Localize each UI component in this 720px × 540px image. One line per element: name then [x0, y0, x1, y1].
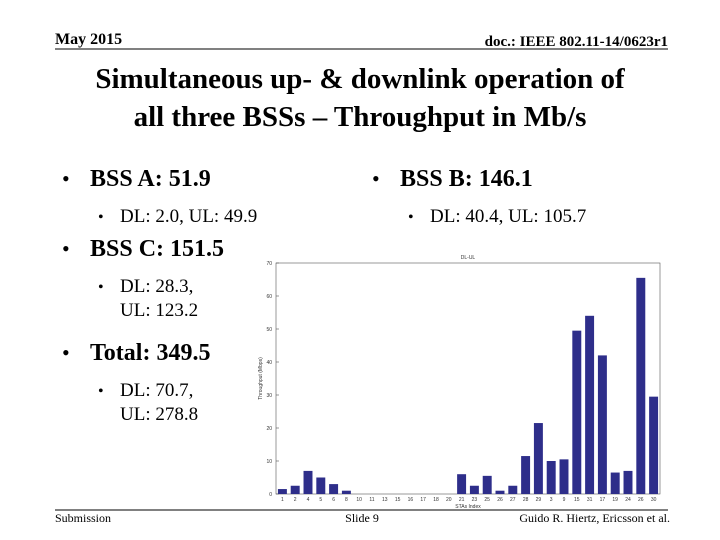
x-tick-label: 26 [497, 497, 503, 503]
sub-bullet-dot: • [98, 209, 104, 226]
y-tick-label: 20 [266, 426, 272, 432]
bar [277, 489, 287, 494]
y-axis-label: Throughput (Mbps) [258, 357, 264, 400]
bar [572, 330, 582, 494]
chart-title: DL-UL [461, 255, 476, 261]
bar [533, 423, 543, 494]
x-tick-label: 6 [332, 497, 335, 503]
slide-title: all three BSSs – Throughput in Mb/s [134, 101, 587, 133]
x-tick-label: 18 [433, 497, 439, 503]
footer-center: Slide 9 [345, 511, 379, 525]
bar [546, 461, 556, 494]
x-tick-label: 19 [612, 497, 618, 503]
x-tick-label: 23 [472, 497, 478, 503]
x-axis-label: STAs Index [455, 504, 481, 510]
bar [521, 456, 531, 494]
bar [508, 485, 518, 494]
x-tick-label: 15 [395, 497, 401, 503]
x-tick-label: 8 [345, 497, 348, 503]
bar [495, 490, 505, 494]
plot-area [275, 262, 661, 495]
x-tick-label: 28 [523, 497, 529, 503]
bar [316, 477, 326, 494]
x-tick-label: 30 [651, 497, 657, 503]
x-tick-label: 20 [446, 497, 452, 503]
x-tick-label: 1 [281, 497, 284, 503]
header-doc: doc.: IEEE 802.11-14/0623r1 [485, 34, 668, 50]
x-tick-label: 13 [382, 497, 388, 503]
bullet-text: Total: 349.5 [90, 340, 210, 366]
bar [341, 490, 351, 494]
x-tick-label: 2 [294, 497, 297, 503]
x-tick-label: 26 [638, 497, 644, 503]
bar [457, 474, 467, 494]
bar [290, 485, 300, 494]
bar [482, 475, 492, 494]
sub-bullet-text: UL: 278.8 [120, 404, 198, 425]
sub-bullet-text: DL: 40.4, UL: 105.7 [430, 206, 586, 227]
sub-bullet-text: DL: 28.3, [120, 276, 193, 297]
footer-left: Submission [55, 511, 111, 525]
y-tick-label: 30 [266, 393, 272, 399]
bullet-text: BSS A: 51.9 [90, 166, 211, 192]
y-tick-label: 70 [266, 261, 272, 267]
y-tick-label: 0 [269, 492, 272, 498]
bar [585, 315, 595, 494]
x-tick-label: 24 [625, 497, 631, 503]
bar [623, 470, 633, 494]
sub-bullet-text: UL: 123.2 [120, 300, 198, 321]
sub-bullet-text: DL: 70.7, [120, 380, 193, 401]
bar [329, 484, 339, 494]
bullet-dot: • [62, 340, 70, 365]
x-tick-label: 16 [408, 497, 414, 503]
header-date: May 2015 [55, 31, 122, 48]
x-tick-label: 21 [459, 497, 465, 503]
x-tick-label: 10 [356, 497, 362, 503]
x-tick-label: 5 [319, 497, 322, 503]
y-tick-label: 40 [266, 360, 272, 366]
x-tick-label: 15 [574, 497, 580, 503]
x-tick-label: 31 [587, 497, 593, 503]
x-tick-label: 29 [536, 497, 542, 503]
x-tick-label: 9 [563, 497, 566, 503]
y-tick-label: 50 [266, 327, 272, 333]
x-tick-label: 17 [420, 497, 426, 503]
x-tick-label: 27 [510, 497, 516, 503]
bar [610, 472, 620, 494]
bullet-dot: • [62, 166, 70, 191]
bar [469, 485, 479, 494]
x-tick-label: 3 [550, 497, 553, 503]
y-tick-label: 10 [266, 459, 272, 465]
bar [597, 355, 607, 494]
bar [559, 459, 569, 494]
y-tick-label: 60 [266, 294, 272, 300]
sub-bullet-dot: • [98, 279, 104, 296]
x-tick-label: 25 [484, 497, 490, 503]
sub-bullet-dot: • [98, 383, 104, 400]
bar [649, 396, 659, 494]
sub-bullet-dot: • [408, 209, 414, 226]
slide-title: Simultaneous up- & downlink operation of [95, 63, 625, 95]
x-tick-label: 11 [369, 497, 374, 503]
bullet-text: BSS B: 146.1 [400, 166, 533, 192]
bar [636, 277, 646, 494]
x-tick-label: 4 [307, 497, 310, 503]
footer-right: Guido R. Hiertz, Ericsson et al. [519, 511, 670, 525]
sub-bullet-text: DL: 2.0, UL: 49.9 [120, 206, 257, 227]
bar [303, 470, 313, 494]
bullet-dot: • [62, 236, 70, 261]
x-tick-label: 17 [600, 497, 606, 503]
bullet-text: BSS C: 151.5 [90, 236, 224, 262]
bullet-dot: • [372, 166, 380, 191]
